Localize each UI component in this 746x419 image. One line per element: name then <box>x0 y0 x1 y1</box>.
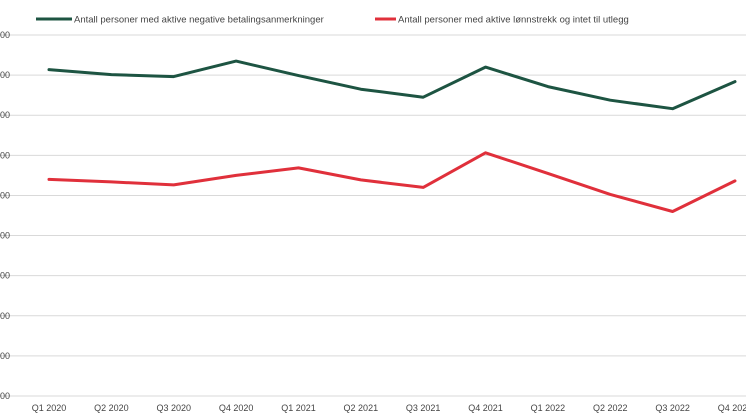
y-tick-label: 00 <box>0 231 10 241</box>
y-tick-label: 00 <box>0 271 10 281</box>
y-tick-label: 00 <box>0 110 10 120</box>
legend-item-series-2: Antall personer med aktive lønnstrekk og… <box>375 15 629 26</box>
legend-item-series-1: Antall personer med aktive negative beta… <box>36 15 324 26</box>
legend-label-series-1: Antall personer med aktive negative beta… <box>74 15 324 26</box>
y-tick-label: 00 <box>0 351 10 361</box>
x-tick-label: Q1 2021 <box>281 403 316 413</box>
series-lines <box>47 59 737 213</box>
x-tick-label: Q3 2020 <box>156 403 191 413</box>
x-tick-label: Q4 2020 <box>219 403 254 413</box>
y-tick-label: 00 <box>0 70 10 80</box>
y-tick-label: 00 <box>0 190 10 200</box>
y-axis-tick-labels: 00 00 00 00 00 00 00 00 00 00 <box>0 30 10 401</box>
x-tick-label: Q4 2022 <box>718 403 746 413</box>
series-line-2 <box>47 151 737 213</box>
grid-lines <box>0 34 746 397</box>
x-tick-label: Q1 2022 <box>531 403 566 413</box>
x-tick-label: Q2 2020 <box>94 403 129 413</box>
x-tick-label: Q2 2022 <box>593 403 628 413</box>
y-tick-label: 00 <box>0 391 10 401</box>
x-tick-label: Q1 2020 <box>32 403 67 413</box>
y-tick-label: 00 <box>0 30 10 40</box>
legend: Antall personer med aktive negative beta… <box>36 15 629 26</box>
series-line-1 <box>47 59 737 111</box>
legend-label-series-2: Antall personer med aktive lønnstrekk og… <box>398 15 629 26</box>
y-tick-label: 00 <box>0 311 10 321</box>
x-tick-label: Q3 2022 <box>655 403 690 413</box>
x-tick-label: Q3 2021 <box>406 403 441 413</box>
x-tick-label: Q4 2021 <box>468 403 503 413</box>
x-axis-tick-labels: Q1 2020 Q2 2020 Q3 2020 Q4 2020 Q1 2021 Q2 20… <box>32 403 746 413</box>
y-tick-label: 00 <box>0 150 10 160</box>
x-tick-label: Q2 2021 <box>344 403 379 413</box>
